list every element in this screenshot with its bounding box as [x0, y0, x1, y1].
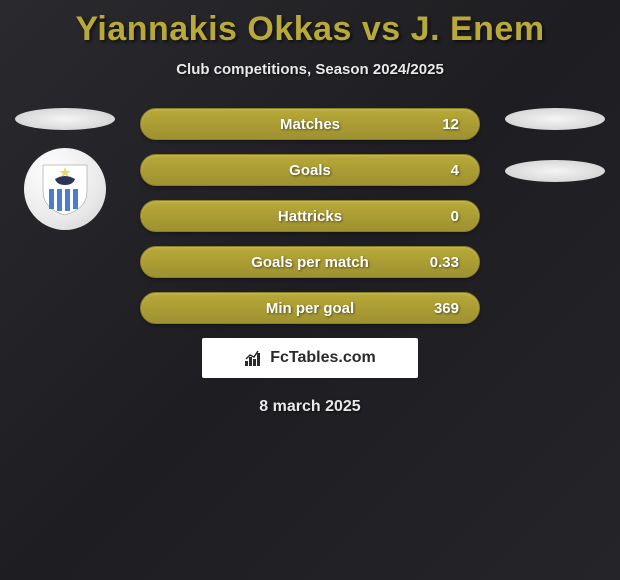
team-logo-placeholder [505, 160, 605, 182]
stat-label: Matches [211, 116, 409, 133]
left-player-column [10, 108, 120, 230]
anorthosis-shield-icon [41, 161, 89, 217]
stat-row-hattricks: Hattricks 0 [140, 200, 480, 232]
chart-icon [244, 349, 264, 367]
comparison-area: Matches 12 Goals 4 Hattricks 0 Goals per… [0, 108, 620, 328]
stat-row-goals-per-match: Goals per match 0.33 [140, 246, 480, 278]
stat-row-min-per-goal: Min per goal 369 [140, 292, 480, 324]
stat-label: Goals per match [211, 254, 409, 271]
stat-label: Hattricks [211, 208, 409, 225]
player-photo-placeholder [505, 108, 605, 130]
right-player-column [500, 108, 610, 212]
stat-label: Goals [211, 162, 409, 179]
stat-row-goals: Goals 4 [140, 154, 480, 186]
stat-value: 369 [409, 300, 459, 317]
stat-value: 12 [409, 116, 459, 133]
brand-box[interactable]: FcTables.com [202, 338, 418, 378]
date-label: 8 march 2025 [0, 398, 620, 416]
stat-value: 0.33 [409, 254, 459, 271]
player-photo-placeholder [15, 108, 115, 130]
subtitle: Club competitions, Season 2024/2025 [0, 61, 620, 78]
team-logo-left [24, 148, 106, 230]
stat-value: 4 [409, 162, 459, 179]
stats-column: Matches 12 Goals 4 Hattricks 0 Goals per… [140, 108, 480, 338]
stat-value: 0 [409, 208, 459, 225]
stat-row-matches: Matches 12 [140, 108, 480, 140]
page-title: Yiannakis Okkas vs J. Enem [0, 0, 620, 49]
stat-label: Min per goal [211, 300, 409, 317]
brand-text: FcTables.com [270, 349, 376, 367]
